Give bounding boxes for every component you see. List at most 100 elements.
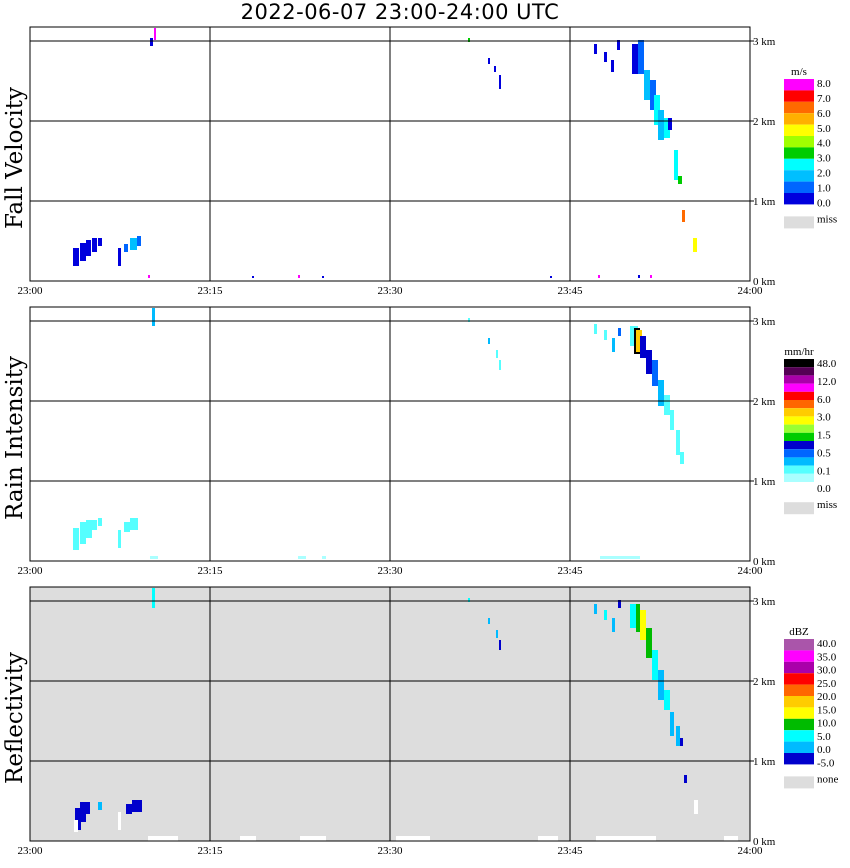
panel-1-echo-cell <box>598 275 600 278</box>
panel-1-legend-swatch <box>784 79 814 91</box>
panel-3-echo-cell <box>126 804 132 814</box>
panel-1-legend-swatch <box>784 136 814 148</box>
panel-2-legend-swatch <box>784 359 814 368</box>
panel-1-ytick-label: 3 km <box>753 36 776 48</box>
panel-2-ytick-label: 3 km <box>753 316 776 328</box>
panel-3-frame <box>29 586 751 842</box>
panel-3-echo-cell <box>75 808 81 830</box>
panel-3-xtick-label: 23:15 <box>197 845 223 857</box>
panel-1-echo-cell <box>638 275 640 278</box>
panel-1-legend-unit: m/s <box>791 66 807 78</box>
panel-2-legend-miss-swatch <box>784 502 814 515</box>
panel-2-echo-cell <box>86 520 92 538</box>
panel-2-echo-cell <box>98 518 102 526</box>
panel-3-xtick-label: 23:00 <box>17 845 43 857</box>
panel-1-echo-cell <box>137 236 141 246</box>
panel-1-echo-cell <box>80 243 86 261</box>
panel-1-ytick-label: 1 km <box>753 196 776 208</box>
panel-1-echo-cell <box>604 52 607 62</box>
panel-3-echo-cell <box>618 600 621 608</box>
panel-2-echo-cell <box>488 338 490 344</box>
panel-1-legend-swatch <box>784 124 814 136</box>
panel-3-echo-cell <box>612 618 615 632</box>
panel-2-xtick-label: 24:00 <box>737 565 763 577</box>
panel-2-frame <box>29 306 751 562</box>
panel-1-legend-label: 2.0 <box>817 168 831 180</box>
panel-2-echo-cell <box>80 522 86 544</box>
panel-3-echo-cell <box>80 802 86 822</box>
panel-3-echo-cell <box>240 836 256 841</box>
panel-1-legend-swatch <box>784 170 814 182</box>
panel-3-ytick-label: 1 km <box>753 756 776 768</box>
panel-3-echo-cell <box>468 598 470 602</box>
panel-1-legend-label: 1.0 <box>817 182 831 194</box>
panel-1-echo-cell <box>499 75 501 89</box>
panel-1-ytick-label: 2 km <box>753 116 776 128</box>
panel-3-echo-cell <box>538 836 558 841</box>
panel-3-echo-cell <box>596 836 656 841</box>
panel-3-echo-cell <box>652 650 658 680</box>
panel-2-ytick-label: 1 km <box>753 476 776 488</box>
panel-2-legend-label: 3.0 <box>817 412 831 424</box>
panel-1-echo-cell <box>298 275 300 278</box>
panel-3-legend-swatch <box>784 741 814 753</box>
panel-1-echo-cell <box>124 244 128 252</box>
panel-2-xtick-label: 23:45 <box>557 565 583 577</box>
panel-1-ytick-label: 0 km <box>753 276 776 288</box>
panel-2-legend-swatch <box>784 482 814 491</box>
panel-2-legend-swatch <box>784 400 814 409</box>
panel-3-legend-label: 40.0 <box>817 638 837 650</box>
panel-1-echo-cell <box>644 70 650 100</box>
panel-2-echo-cell <box>73 528 79 550</box>
panel-2-legend-unit: mm/hr <box>784 346 814 358</box>
panel-1-echo-cell <box>494 66 496 72</box>
panel-2-echo-cell <box>92 520 97 530</box>
panel-2-legend-swatch <box>784 383 814 392</box>
panel-3-echo-cell <box>640 610 646 640</box>
panel-1-echo-cell <box>611 60 614 72</box>
panel-3-legend-label: 30.0 <box>817 665 837 677</box>
panel-3-xtick-label: 24:00 <box>737 845 763 857</box>
panel-2-echo-cell <box>680 452 684 464</box>
panel-1-echo-cell <box>148 275 150 278</box>
panel-2-echo-cell <box>499 360 501 370</box>
panel-1-echo-cell <box>682 210 685 222</box>
panel-1-echo-cell <box>674 150 678 180</box>
panel-3-echo-cell <box>604 610 607 620</box>
panel-1-echo-cell <box>98 238 102 246</box>
panel-3-echo-cell <box>300 836 326 841</box>
panel-3-legend-label: 10.0 <box>817 718 837 730</box>
panel-1-legend-label: 6.0 <box>817 108 831 120</box>
panel-3-legend-miss-swatch <box>784 776 814 789</box>
panel-1-echo-cell <box>468 38 470 42</box>
panel-3-xtick-label: 23:30 <box>377 845 403 857</box>
panel-3-legend-label: 25.0 <box>817 678 837 690</box>
panel-3-echo-cell <box>680 738 683 746</box>
panel-3-echo-cell <box>132 800 142 812</box>
panel-1-echo-cell <box>654 95 660 125</box>
panel-1-legend-label: 8.0 <box>817 78 831 90</box>
panel-1-xtick-label: 24:00 <box>737 285 763 297</box>
panel-3-legend-swatch <box>784 707 814 719</box>
panel-3-legend-swatch <box>784 718 814 731</box>
panel-1-echo-cell <box>118 248 121 266</box>
panel-2-echo-cell <box>130 518 138 530</box>
panel-2-legend-miss-label: miss <box>817 499 837 511</box>
panel-1-xtick-label: 23:45 <box>557 285 583 297</box>
panel-1-legend-label: 4.0 <box>817 138 831 150</box>
panel-3-legend-label: 15.0 <box>817 704 837 716</box>
panel-2-legend-label: 12.0 <box>817 376 837 388</box>
panel-3-legend-label: 5.0 <box>817 731 831 743</box>
panel-2-legend-swatch <box>784 449 814 458</box>
panel-1-legend-label: 5.0 <box>817 123 831 135</box>
panel-3-ytick-label: 3 km <box>753 596 776 608</box>
panel-2-echo-cell <box>600 556 640 559</box>
panel-3-echo-cell <box>646 628 652 658</box>
panel-1-echo-cell <box>617 40 620 50</box>
panel-3-echo-cell <box>86 802 90 814</box>
panel-1-echo-cell <box>86 240 91 256</box>
panel-3-ytick-label: 0 km <box>753 836 776 848</box>
panel-2-xtick-label: 23:30 <box>377 565 403 577</box>
panel-3-legend-swatch <box>784 673 814 685</box>
